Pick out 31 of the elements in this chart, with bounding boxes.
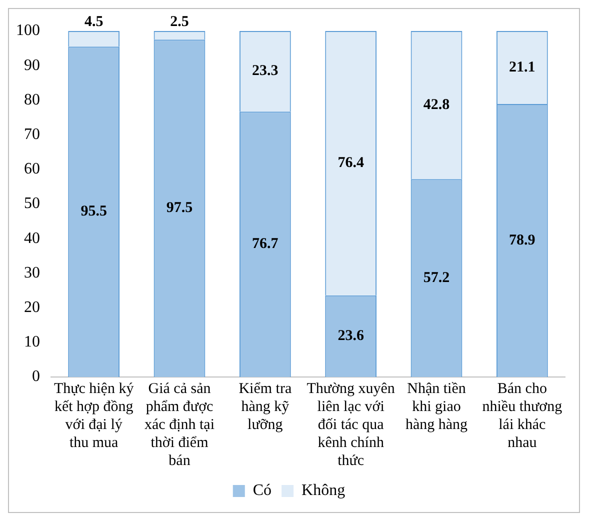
data-label: 23.3 <box>252 63 278 80</box>
data-label: 78.9 <box>509 232 536 248</box>
x-tick-label: Thường xuyên liên lạc với đối tác qua kênh chính thức <box>306 380 396 469</box>
data-label: 42.8 <box>423 96 450 113</box>
x-tick-label: Giá cả sản phẩm được xác định tại thời điểm bán <box>144 380 214 469</box>
y-tick-label: 10 <box>24 334 40 351</box>
data-label: 97.5 <box>166 200 193 216</box>
data-label: 2.5 <box>170 14 189 30</box>
data-label: 21.1 <box>509 59 536 76</box>
data-label: 76.4 <box>338 155 364 172</box>
legend-label: Có <box>252 482 272 500</box>
y-tick-label: 20 <box>24 299 40 316</box>
legend-label: Không <box>302 482 346 500</box>
x-tick-label: Kiểm tra hàng kỹ lưỡng <box>238 380 292 433</box>
x-tick-label: Bán cho nhiều thương lái khác nhau <box>482 380 563 451</box>
y-tick-label: 70 <box>24 126 40 144</box>
y-tick-label: 50 <box>24 195 40 212</box>
y-tick-label: 80 <box>24 91 40 108</box>
x-tick-label: Thực hiện ký kết hợp đồng với đại lý thu mua <box>54 380 134 451</box>
y-tick-label: 60 <box>24 160 40 178</box>
data-label: 4.5 <box>84 14 104 30</box>
y-tick-label: 0 <box>32 368 40 386</box>
data-label: 23.6 <box>338 328 364 344</box>
x-tick-label: Nhận tiền khi giao hàng hàng <box>405 380 468 433</box>
data-label: 57.2 <box>423 270 450 286</box>
y-tick-label: 40 <box>24 230 40 247</box>
data-label: 95.5 <box>80 204 107 220</box>
y-tick-label: 30 <box>24 264 40 282</box>
y-tick-label: 100 <box>16 22 40 40</box>
data-label: 76.7 <box>252 236 279 252</box>
y-tick-label: 90 <box>24 56 40 74</box>
